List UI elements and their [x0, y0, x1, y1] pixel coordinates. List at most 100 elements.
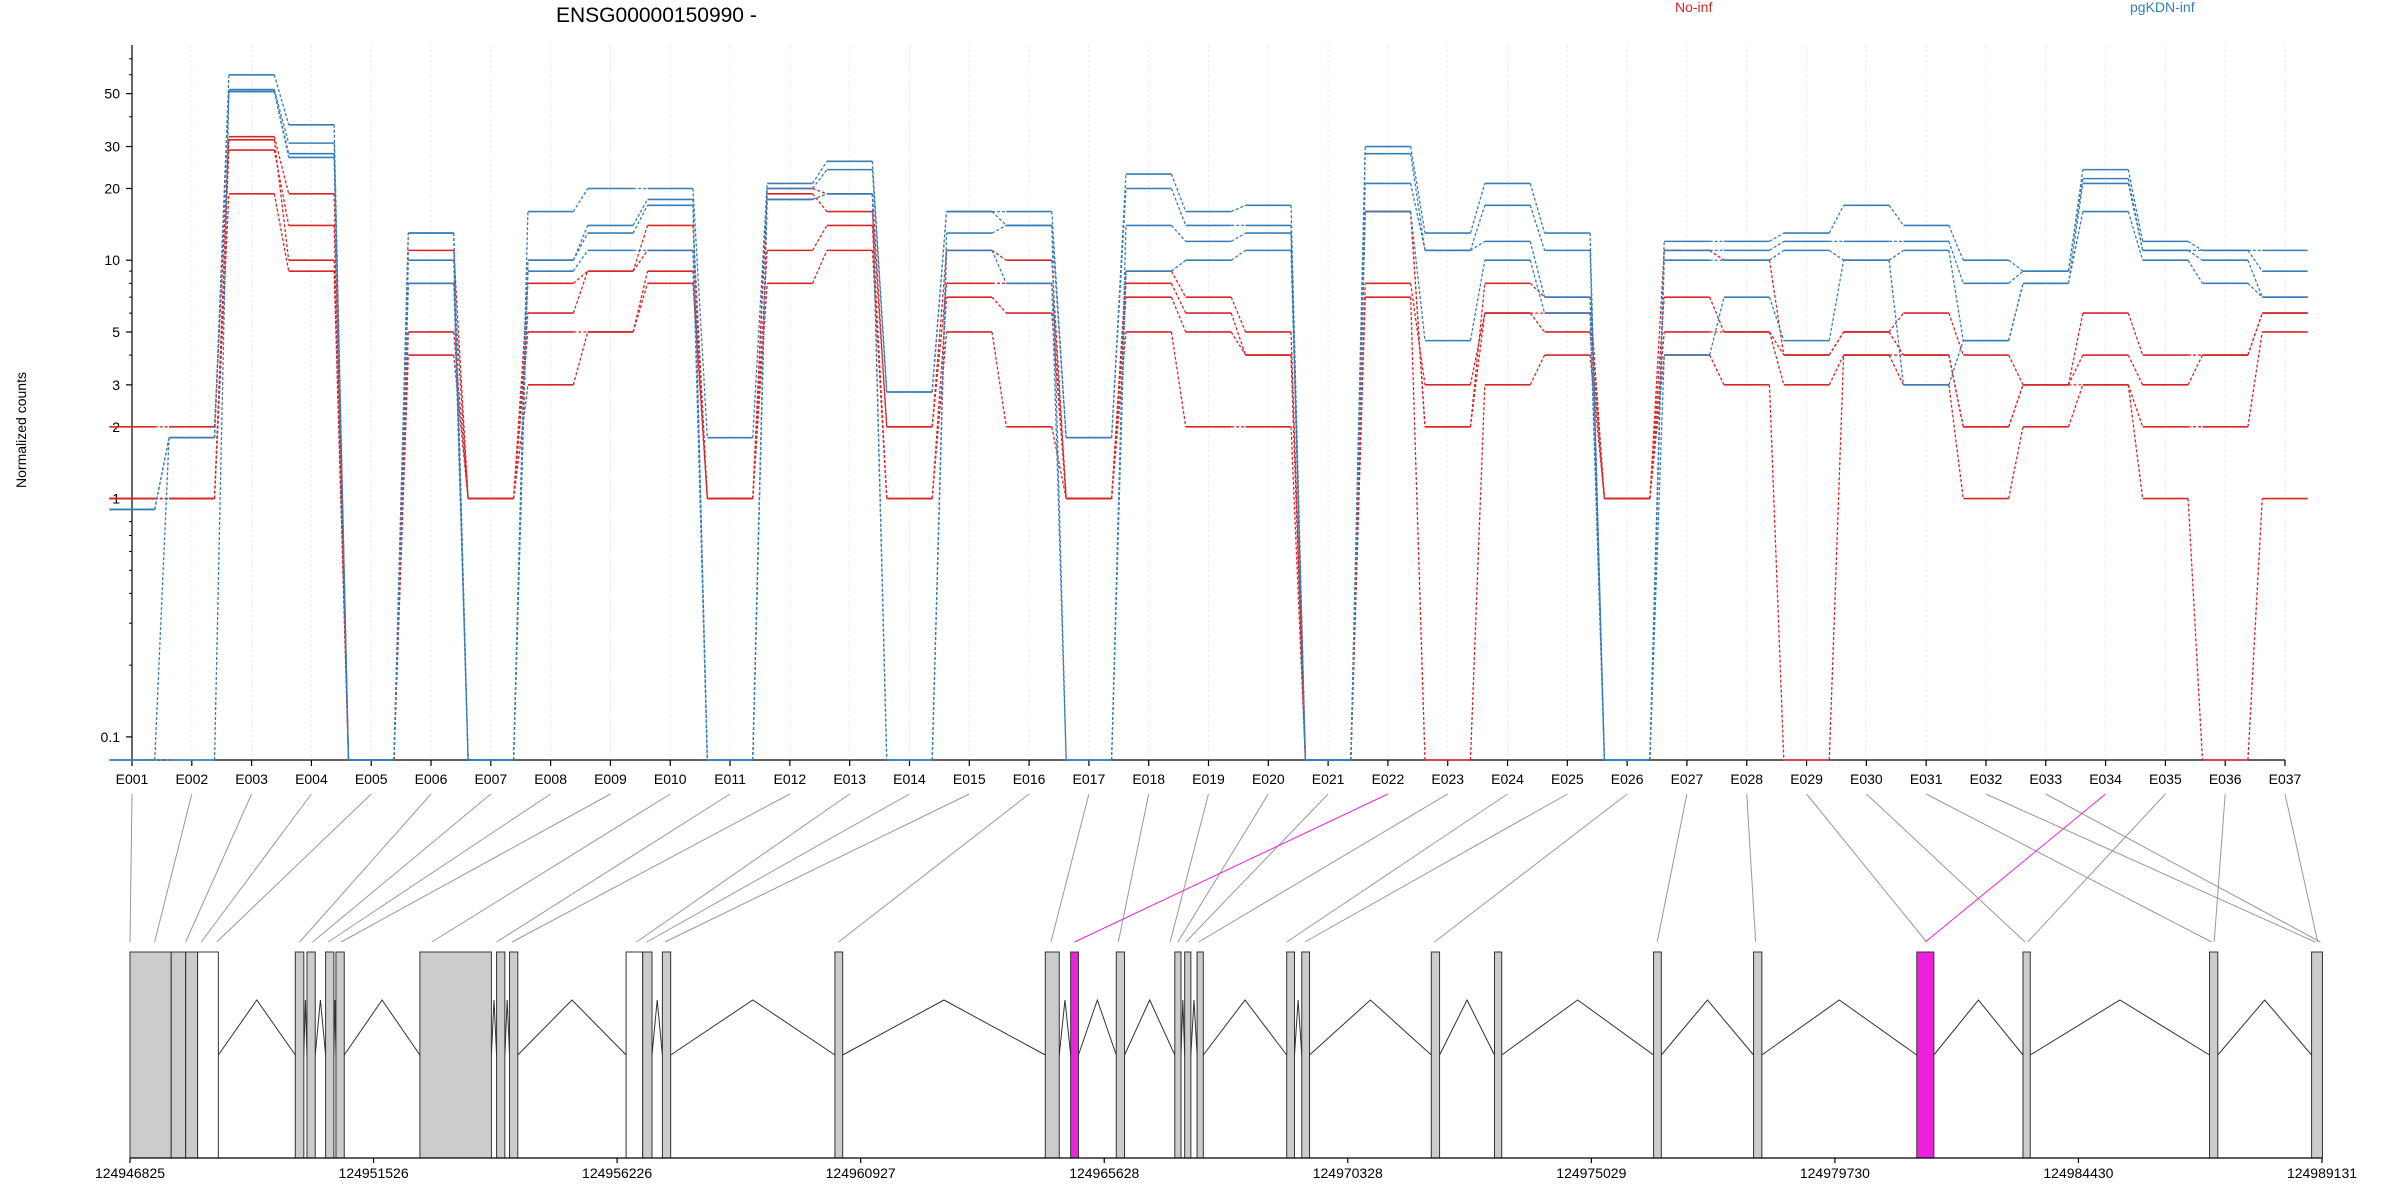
bin-transition [1170, 296, 1187, 333]
bin-transition [2008, 270, 2024, 284]
bin-transition [572, 188, 589, 212]
bin-transition [2127, 169, 2144, 242]
bin-transition [1768, 296, 1785, 341]
bin-transition [1469, 205, 1486, 251]
bin-transition [154, 437, 170, 761]
exon-link-e029 [1806, 793, 1928, 943]
exon [1753, 951, 1763, 1159]
genome-tick-label: 124946825 [95, 1165, 165, 1181]
intron [303, 999, 308, 1056]
x-tick-label-e014: E014 [893, 771, 926, 787]
bin-transition [1828, 249, 1845, 261]
exon-link-e011 [496, 793, 731, 943]
bin-transition [1110, 297, 1127, 499]
intron [1077, 998, 1117, 1056]
exon-link-e002 [154, 793, 193, 943]
x-tick-label-e020: E020 [1252, 771, 1285, 787]
bin-transition [2008, 426, 2024, 499]
intron [2217, 999, 2312, 1056]
intron [517, 999, 627, 1056]
exon [642, 951, 653, 1159]
bin-transition [1589, 313, 1606, 761]
x-tick-label-e013: E013 [833, 771, 866, 787]
exon [509, 951, 519, 1159]
legend-no-inf: No-inf [1675, 0, 1712, 15]
bin-transition [2008, 354, 2024, 386]
exon [1916, 951, 1935, 1159]
bin-transition [1290, 426, 1307, 761]
intron [314, 999, 327, 1056]
x-tick-label-e015: E015 [953, 771, 986, 787]
bin-transition [1948, 312, 1964, 356]
exon [306, 951, 316, 1159]
bin-transition [1170, 173, 1187, 212]
bin-transition [1110, 271, 1127, 761]
bin-transition [1051, 225, 1067, 438]
bin-transition [1948, 384, 1964, 499]
exon [661, 951, 672, 1159]
bin-transition [1469, 183, 1486, 234]
bin-transition [453, 283, 469, 761]
intron [490, 999, 498, 1056]
bin-transition [871, 169, 888, 393]
bin-transition [2247, 498, 2263, 761]
bin-transition [752, 183, 768, 438]
bin-transition [393, 233, 409, 761]
exon-link-e014 [646, 793, 910, 943]
x-tick-label-e027: E027 [1671, 771, 1704, 787]
bin-transition [1768, 331, 1785, 356]
bin-transition [2008, 283, 2024, 341]
bin-transition [2247, 260, 2263, 298]
exon-link-e028 [1746, 793, 1757, 943]
bin-transition [1230, 312, 1247, 356]
bin-transition [1769, 249, 1785, 261]
bin-transition [2067, 312, 2084, 385]
bin-transition [871, 193, 888, 761]
exon-link-e017 [1050, 793, 1090, 943]
exon-link-e033 [2045, 793, 2321, 943]
x-tick-label-e021: E021 [1312, 771, 1345, 787]
bin-transition [512, 384, 529, 499]
bin-transition [1110, 188, 1127, 438]
x-tick-label-e011: E011 [714, 771, 746, 787]
bin-transition [1170, 224, 1187, 242]
y-tick-label: 10 [104, 252, 120, 268]
intron [217, 999, 296, 1056]
bin-transition [1170, 270, 1187, 298]
bin-transition [1051, 211, 1067, 438]
bin-transition [453, 250, 469, 499]
bin-transition [1948, 241, 1964, 284]
bin-transition [752, 283, 768, 499]
intron [1190, 999, 1198, 1056]
exon-link-e009 [340, 793, 611, 943]
bin-transition [273, 91, 290, 158]
intron [1501, 999, 1654, 1056]
bin-transition [393, 331, 409, 761]
bin-transition [213, 91, 230, 438]
series-8 [109, 90, 2308, 761]
x-tick-label-e035: E035 [2149, 771, 2182, 787]
exon-link-e025 [1304, 793, 1568, 943]
bin-transition [811, 250, 828, 284]
intron [670, 999, 836, 1056]
exon-link-e006 [299, 793, 432, 943]
bin-transition [2247, 331, 2263, 427]
bin-transition [1888, 204, 1904, 226]
bin-transition [2247, 312, 2263, 356]
bin-transition [931, 331, 948, 499]
bin-transition [1649, 355, 1665, 761]
bin-transition [1051, 283, 1067, 499]
bin-transition [1828, 331, 1845, 356]
exon-link-e020 [1177, 793, 1269, 943]
bin-transition [1230, 204, 1246, 213]
bin-transition [931, 211, 948, 393]
bin-transition [1230, 232, 1246, 242]
intron [1933, 999, 2024, 1056]
bin-transition [1230, 249, 1246, 261]
exon-link-e012 [511, 793, 791, 943]
bin-transition [1948, 225, 1964, 261]
bin-transition [1888, 354, 1905, 386]
bin-transition [1828, 354, 1845, 386]
bin-transition [273, 193, 290, 272]
bin-transition [572, 250, 589, 272]
